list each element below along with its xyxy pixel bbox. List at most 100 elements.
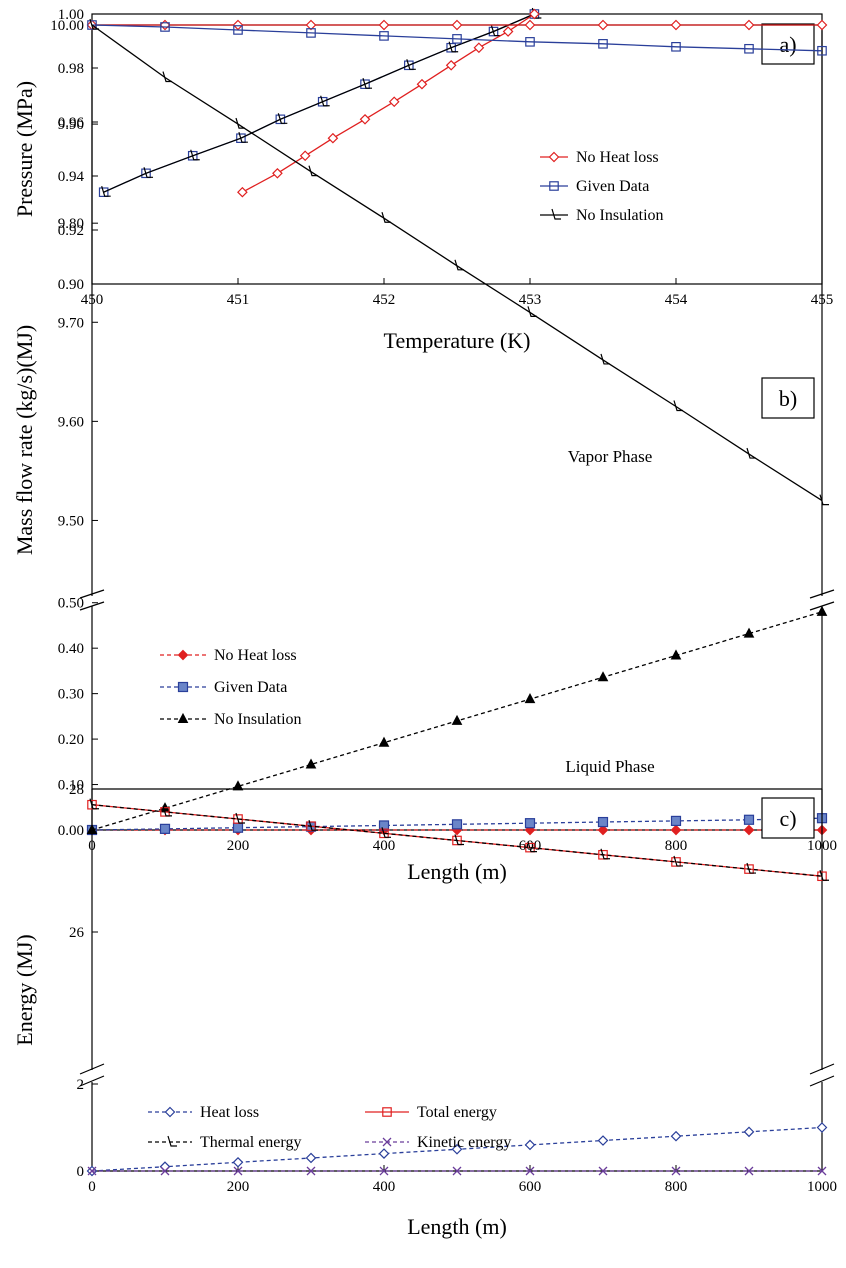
x-tick-label: 400 (373, 1179, 396, 1195)
data-point (308, 820, 318, 831)
data-point (235, 117, 245, 129)
y-tick-label: 10.00 (50, 18, 84, 34)
legend-label: Total energy (417, 1104, 497, 1121)
y-tick-label: 1.00 (58, 7, 84, 23)
data-point (524, 818, 536, 829)
data-point (597, 19, 609, 31)
y-tick-label: 0.90 (58, 277, 84, 293)
data-point (416, 78, 428, 90)
x-tick-label: 800 (665, 1179, 688, 1195)
data-point (527, 306, 537, 317)
data-point (819, 870, 829, 881)
series-lower-no-insulation (86, 605, 828, 834)
data-point (320, 95, 330, 107)
series-line (103, 13, 535, 193)
x-tick-label: 451 (227, 292, 250, 308)
data-point (671, 1166, 681, 1176)
x-tick-label: 800 (665, 838, 688, 854)
y-tick-label: 9.80 (58, 216, 84, 232)
data-point (162, 805, 172, 817)
data-point (232, 822, 244, 833)
legend-label: No Heat loss (214, 647, 297, 664)
y-tick-label: 9.90 (58, 117, 84, 133)
data-point (817, 45, 827, 56)
x-tick-label: 0 (88, 1179, 96, 1195)
panel-label-box (761, 23, 815, 65)
series-line (91, 24, 823, 502)
data-point (454, 259, 464, 271)
data-point (445, 59, 457, 71)
y-tick-label: 0.20 (58, 732, 84, 748)
data-point (525, 1166, 535, 1176)
data-point (598, 849, 608, 860)
panel-label: c) (779, 806, 796, 831)
data-point (597, 816, 609, 828)
data-point (379, 31, 389, 41)
series-no-insulation (101, 7, 542, 197)
data-point (159, 823, 171, 834)
data-point (190, 149, 200, 161)
data-point (162, 71, 172, 83)
data-point (232, 19, 244, 31)
data-point (746, 862, 756, 874)
data-point (236, 133, 246, 143)
data-point (381, 827, 391, 838)
data-point (159, 1161, 171, 1172)
annotation-vapor-phase: Vapor Phase (568, 447, 653, 466)
data-point (362, 78, 373, 89)
data-point (502, 26, 514, 37)
legend-marker (382, 1137, 392, 1147)
data-point (141, 168, 151, 179)
x-tick-label: 454 (665, 292, 688, 308)
data-point (451, 1143, 463, 1155)
data-point (388, 96, 400, 108)
data-point (524, 19, 536, 31)
legend-label: Given Data (576, 178, 649, 195)
data-point (305, 758, 317, 769)
legend-label: No Insulation (214, 711, 302, 728)
x-tick-label: 453 (519, 292, 542, 308)
data-point (451, 714, 463, 725)
data-point (299, 150, 311, 162)
legend-label: No Insulation (576, 207, 664, 224)
data-point (451, 19, 463, 31)
x-tick-label: 600 (519, 1179, 542, 1195)
data-point (743, 824, 755, 836)
axis-break-mark (79, 589, 105, 599)
data-point (378, 736, 390, 747)
legend-marker (167, 1135, 177, 1147)
legend-label: Kinetic energy (417, 1134, 511, 1151)
data-point (305, 1152, 317, 1164)
data-point (235, 812, 245, 824)
y-tick-label: 0.40 (58, 641, 84, 657)
panel-label: a) (779, 32, 796, 57)
data-point (746, 447, 756, 459)
annotation-liquid-phase: Liquid Phase (565, 757, 654, 776)
axis-break-mark (809, 1075, 835, 1087)
data-point (378, 820, 390, 831)
data-point (317, 96, 328, 107)
data-point (451, 819, 463, 830)
axis-break-mark (809, 589, 835, 599)
axis-break-mark (79, 601, 105, 611)
x-axis-title: Length (m) (407, 1214, 507, 1239)
data-point (600, 353, 610, 365)
data-point (305, 19, 317, 31)
data-point (488, 26, 499, 37)
data-point (306, 28, 316, 38)
data-point (670, 824, 682, 836)
legend-marker (177, 712, 189, 723)
x-tick-label: 400 (373, 838, 396, 854)
y-tick-label: 0.30 (58, 687, 84, 703)
panel-label-box (761, 797, 815, 839)
legend-marker (548, 151, 560, 163)
data-point (524, 1139, 536, 1151)
data-point (525, 37, 535, 47)
y-tick-label: 0 (77, 1164, 85, 1180)
legend-marker (177, 681, 189, 693)
x-tick-label: 452 (373, 292, 396, 308)
data-point (597, 1135, 609, 1146)
data-point (360, 79, 370, 89)
data-point (744, 1166, 754, 1176)
y-axis-title: Energy (MJ) (12, 934, 37, 1045)
